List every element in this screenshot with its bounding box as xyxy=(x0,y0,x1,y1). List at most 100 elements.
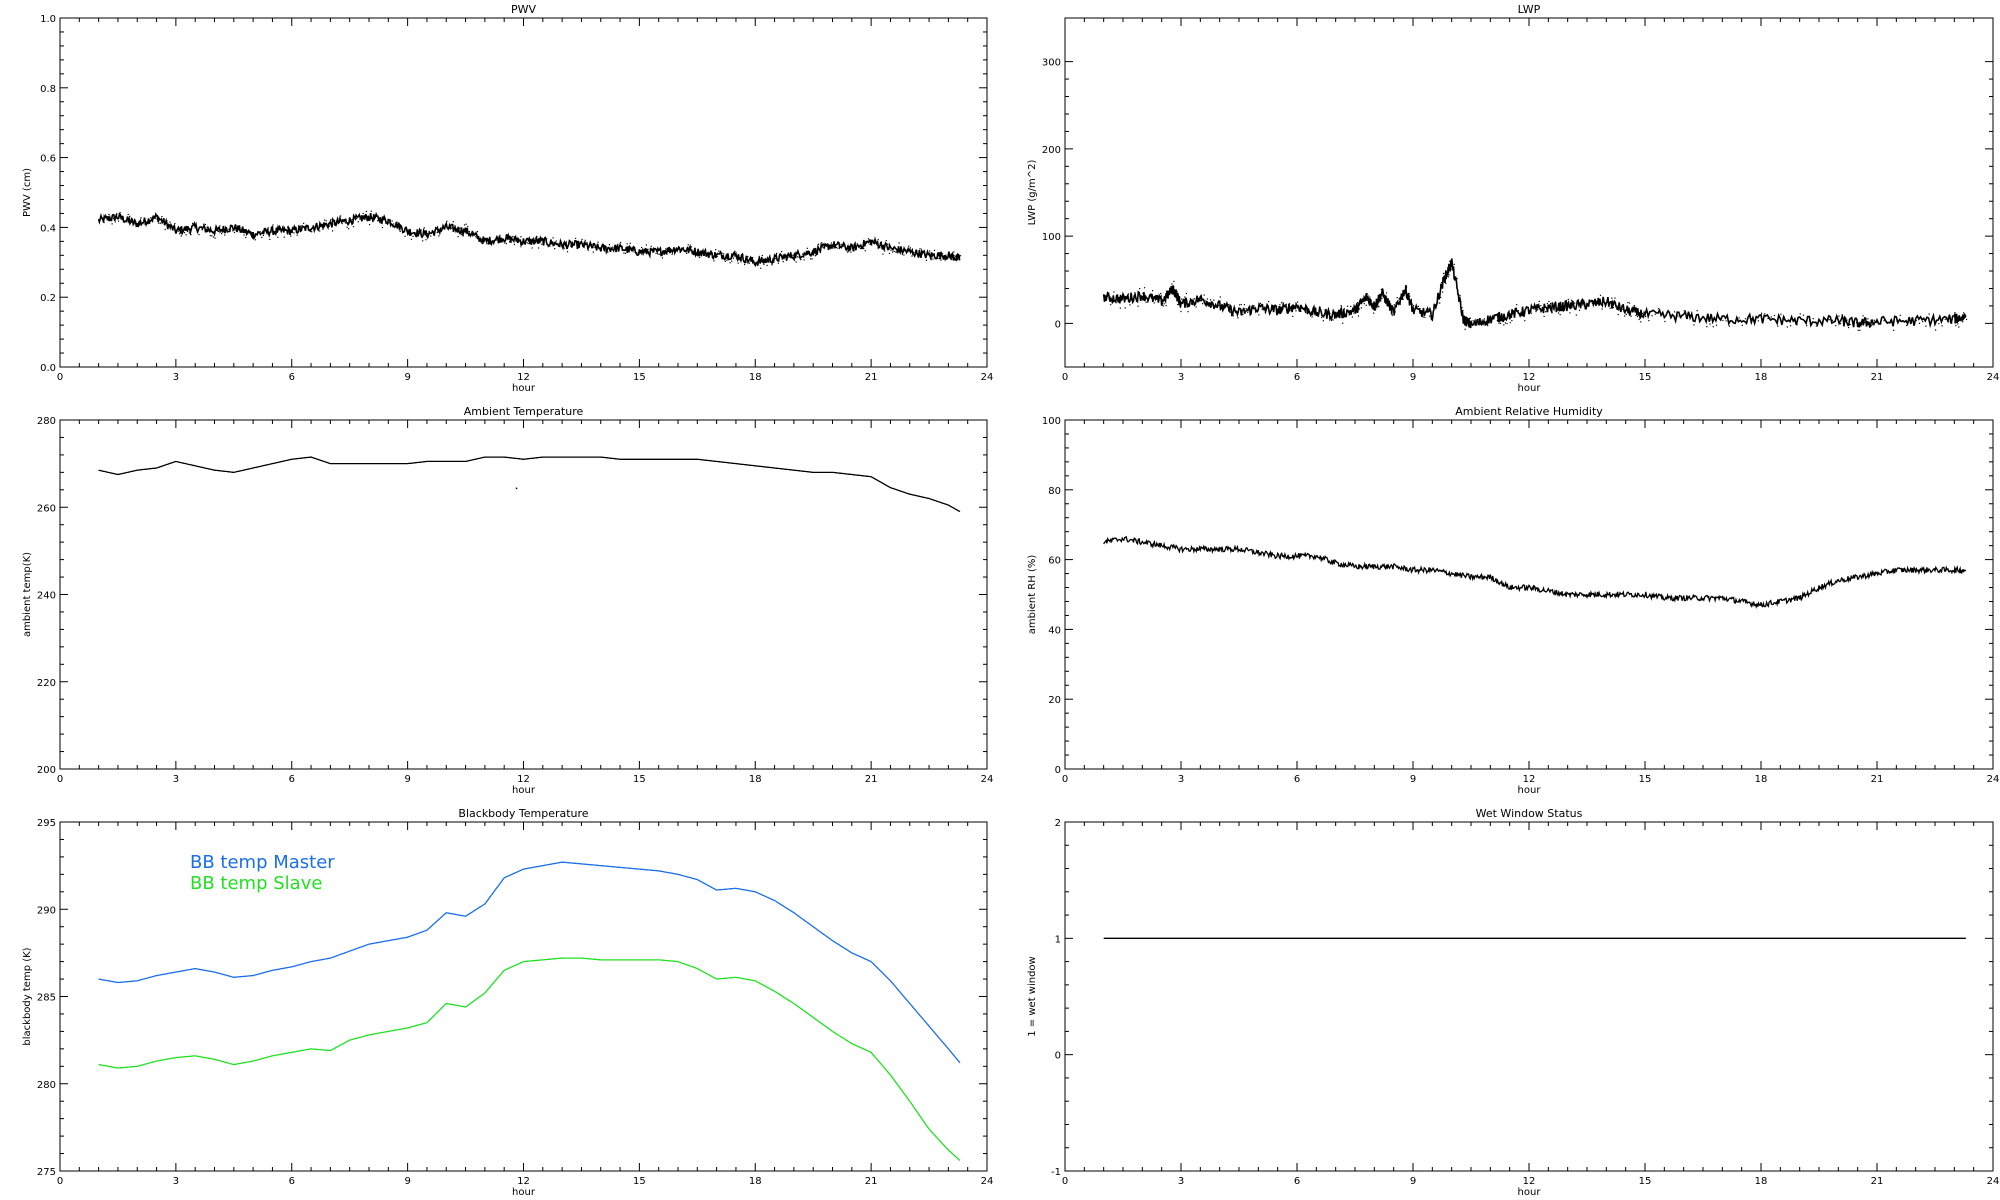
data-point xyxy=(1350,305,1352,307)
data-point xyxy=(1239,304,1241,306)
plot-area xyxy=(1102,258,1968,331)
data-point xyxy=(441,227,443,229)
data-point xyxy=(697,255,699,257)
data-point xyxy=(267,227,269,229)
data-point xyxy=(586,241,588,244)
data-point xyxy=(1558,312,1560,314)
data-point xyxy=(130,221,133,223)
data-point xyxy=(1931,318,1933,321)
data-point xyxy=(1806,325,1808,327)
x-tick-label: 21 xyxy=(1871,372,1884,383)
y-tick-label: 0.8 xyxy=(40,84,56,95)
data-point xyxy=(1686,317,1689,319)
data-point xyxy=(941,253,944,255)
data-point xyxy=(800,259,802,261)
y-tick-label: 280 xyxy=(37,416,56,427)
x-tick-label: 12 xyxy=(517,774,530,785)
data-point xyxy=(352,226,355,228)
data-point xyxy=(266,230,268,233)
data-point xyxy=(315,223,318,225)
data-point xyxy=(718,250,720,252)
data-point xyxy=(1374,309,1377,311)
data-point xyxy=(842,243,844,245)
data-point xyxy=(378,218,380,220)
x-tick-label: 9 xyxy=(1410,372,1416,383)
data-point xyxy=(1378,297,1381,299)
data-point xyxy=(1332,319,1334,321)
data-point xyxy=(954,255,956,257)
data-point xyxy=(1585,308,1587,310)
data-point xyxy=(275,232,277,234)
data-point xyxy=(850,251,852,253)
data-point xyxy=(1178,297,1180,300)
x-tick-label: 9 xyxy=(1410,774,1416,785)
data-point xyxy=(566,251,569,253)
data-point xyxy=(925,259,928,261)
data-point xyxy=(476,231,479,233)
data-point xyxy=(781,250,783,253)
data-point xyxy=(393,223,395,225)
data-point xyxy=(1169,290,1171,292)
data-point xyxy=(871,244,873,246)
data-point xyxy=(1235,310,1237,312)
data-point xyxy=(1619,307,1621,309)
data-point xyxy=(369,223,371,226)
data-point xyxy=(257,232,260,234)
data-point xyxy=(866,240,868,243)
data-point xyxy=(142,222,144,224)
data-point xyxy=(1699,318,1701,320)
data-point xyxy=(1201,303,1204,305)
data-point xyxy=(1799,313,1801,315)
data-point xyxy=(867,238,870,240)
data-point xyxy=(904,248,907,251)
data-point xyxy=(1865,321,1867,323)
data-point xyxy=(1500,322,1502,324)
data-point xyxy=(632,248,635,250)
y-tick-label: 220 xyxy=(37,678,56,689)
data-point xyxy=(121,215,123,217)
data-point xyxy=(1530,312,1532,314)
data-point xyxy=(230,224,232,226)
data-point xyxy=(898,242,900,244)
data-point xyxy=(1419,307,1421,310)
data-point xyxy=(235,225,237,227)
data-point xyxy=(1405,286,1408,288)
data-point xyxy=(1439,302,1441,304)
data-point xyxy=(1862,315,1864,317)
data-point xyxy=(158,222,160,224)
data-point xyxy=(880,241,882,243)
data-point xyxy=(885,240,887,242)
data-point xyxy=(396,221,398,223)
chart-title: Ambient Relative Humidity xyxy=(1455,405,1603,418)
data-point xyxy=(721,252,723,254)
data-point xyxy=(1831,319,1834,321)
data-point xyxy=(834,244,836,246)
data-point xyxy=(1179,300,1181,302)
data-point xyxy=(525,241,527,243)
data-point xyxy=(1638,318,1640,321)
data-point xyxy=(1370,300,1372,302)
data-point xyxy=(1612,306,1614,309)
data-point xyxy=(1288,303,1291,305)
data-point xyxy=(1959,317,1961,319)
data-point xyxy=(845,249,847,251)
data-point xyxy=(1129,304,1131,306)
data-point xyxy=(663,253,665,255)
data-point xyxy=(1529,311,1531,314)
data-point xyxy=(397,226,400,228)
data-point xyxy=(1224,305,1226,308)
data-point xyxy=(917,253,919,255)
data-point xyxy=(492,242,495,244)
data-point xyxy=(640,246,643,249)
data-point xyxy=(1222,305,1225,307)
data-point xyxy=(1342,322,1344,324)
data-point xyxy=(597,241,599,243)
data-point xyxy=(410,238,413,240)
data-point xyxy=(557,242,559,245)
data-point xyxy=(1454,278,1456,280)
x-axis-label: hour xyxy=(512,1187,536,1198)
data-point xyxy=(312,225,314,227)
data-point xyxy=(407,233,409,235)
data-point xyxy=(1147,301,1149,303)
plot-area xyxy=(97,210,962,269)
